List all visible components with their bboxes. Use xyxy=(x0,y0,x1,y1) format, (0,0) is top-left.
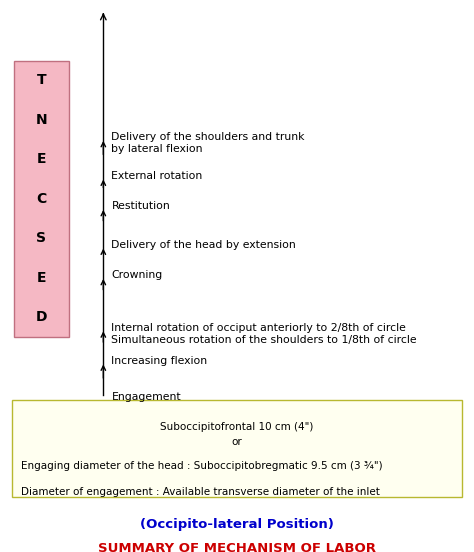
Text: or: or xyxy=(232,437,242,447)
Text: N: N xyxy=(36,113,47,127)
FancyBboxPatch shape xyxy=(12,400,462,497)
Text: Crowning: Crowning xyxy=(111,270,163,280)
Text: Suboccipitofrontal 10 cm (4"): Suboccipitofrontal 10 cm (4") xyxy=(160,422,314,432)
Text: (Occipito-lateral Position): (Occipito-lateral Position) xyxy=(140,518,334,531)
Text: Internal rotation of occiput anteriorly to 2/8th of circle
Simultaneous rotation: Internal rotation of occiput anteriorly … xyxy=(111,323,417,344)
Text: Diameter of engagement : Available transverse diameter of the inlet: Diameter of engagement : Available trans… xyxy=(21,487,380,497)
Text: Engagement: Engagement xyxy=(111,392,181,402)
Text: E: E xyxy=(36,152,46,166)
Text: Delivery of the head by extension: Delivery of the head by extension xyxy=(111,240,296,250)
Text: C: C xyxy=(36,192,46,206)
FancyBboxPatch shape xyxy=(14,61,69,337)
Text: Restitution: Restitution xyxy=(111,201,170,211)
Text: Increasing flexion: Increasing flexion xyxy=(111,356,208,366)
Text: S: S xyxy=(36,231,46,245)
Text: T: T xyxy=(36,73,46,87)
Text: D: D xyxy=(36,310,47,324)
Text: Engaging diameter of the head : Suboccipitobregmatic 9.5 cm (3 ¾"): Engaging diameter of the head : Suboccip… xyxy=(21,461,383,471)
Text: External rotation: External rotation xyxy=(111,171,203,181)
Text: E: E xyxy=(36,270,46,285)
Text: SUMMARY OF MECHANISM OF LABOR: SUMMARY OF MECHANISM OF LABOR xyxy=(98,542,376,552)
Text: Delivery of the shoulders and trunk
by lateral flexion: Delivery of the shoulders and trunk by l… xyxy=(111,132,305,154)
